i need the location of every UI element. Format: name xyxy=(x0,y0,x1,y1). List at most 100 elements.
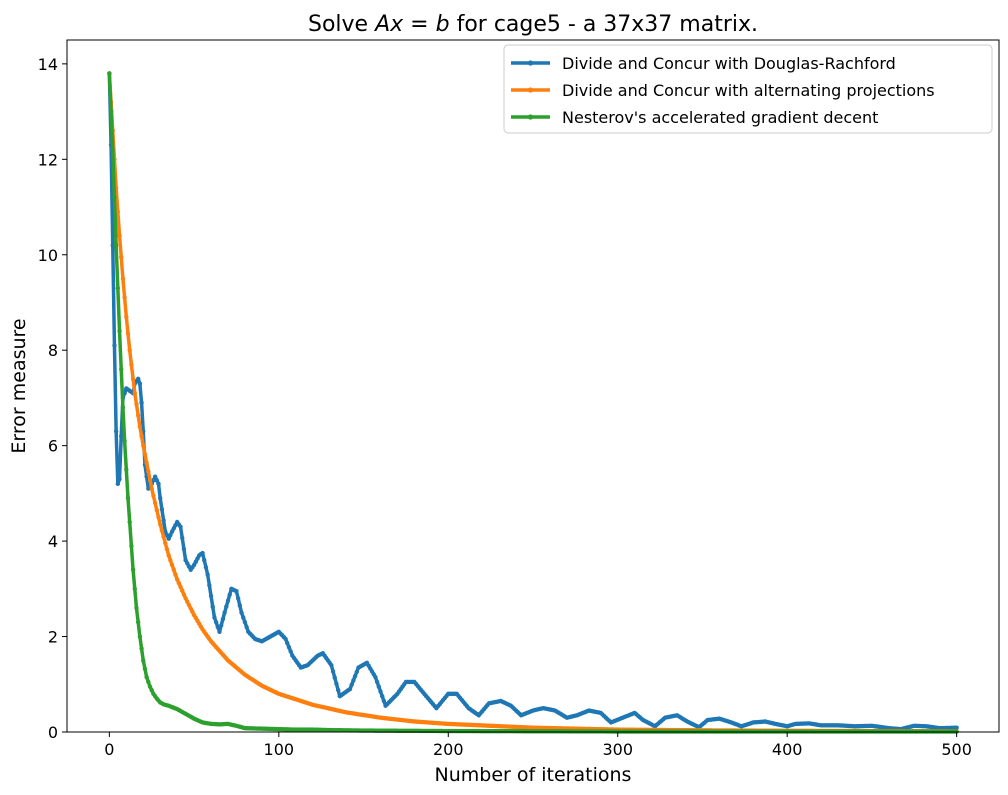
data-point xyxy=(285,640,290,646)
data-point xyxy=(373,674,378,680)
data-point xyxy=(144,460,149,466)
data-point xyxy=(203,565,209,570)
data-point xyxy=(113,243,119,248)
data-point xyxy=(149,688,154,693)
data-point xyxy=(124,314,129,319)
data-point xyxy=(117,233,122,238)
data-point xyxy=(181,592,187,597)
legend-box xyxy=(503,44,993,134)
data-point xyxy=(222,610,227,615)
data-point xyxy=(120,405,126,410)
y-axis-ticks: 0 2 4 6 8 10 12 14 xyxy=(38,55,67,742)
data-point xyxy=(376,684,381,689)
y-tick-label: 0 xyxy=(48,723,58,742)
data-point xyxy=(122,438,127,444)
legend-label: Divide and Concur with Douglas-Rachford xyxy=(562,54,896,73)
legend-swatch-marker xyxy=(527,87,534,93)
y-tick-label: 8 xyxy=(48,341,58,360)
data-point xyxy=(129,543,134,549)
data-point xyxy=(115,285,121,291)
data-point xyxy=(183,596,188,601)
data-point xyxy=(169,562,175,568)
y-tick-label: 14 xyxy=(38,55,58,74)
data-point xyxy=(119,254,124,260)
data-point xyxy=(134,605,139,611)
data-point xyxy=(137,424,143,429)
data-point xyxy=(113,429,119,434)
data-point xyxy=(208,593,214,599)
data-point xyxy=(242,620,248,625)
data-point xyxy=(178,584,183,590)
data-point xyxy=(332,675,337,680)
data-point xyxy=(200,550,205,556)
data-point xyxy=(135,413,141,418)
data-point xyxy=(124,467,129,472)
legend-label: Nesterov's accelerated gradient decent xyxy=(562,108,878,127)
data-point xyxy=(171,567,176,572)
data-point xyxy=(137,381,143,386)
data-point xyxy=(134,402,139,407)
data-point xyxy=(335,687,341,693)
data-point xyxy=(112,195,117,200)
data-point xyxy=(147,477,153,483)
data-point xyxy=(161,518,166,523)
data-point xyxy=(146,679,151,685)
y-axis-label: Error measure xyxy=(8,318,30,453)
data-point xyxy=(174,577,180,582)
data-point xyxy=(120,276,126,281)
data-point xyxy=(330,669,336,674)
data-point xyxy=(954,725,959,730)
data-point xyxy=(163,540,168,546)
data-point xyxy=(132,586,137,592)
data-point xyxy=(161,534,166,540)
data-point xyxy=(168,557,173,563)
data-point xyxy=(168,532,173,538)
data-point xyxy=(181,546,187,552)
legend-label: Divide and Concur with alternating proje… xyxy=(562,81,935,100)
data-point xyxy=(188,606,193,611)
data-point xyxy=(217,629,222,634)
data-point xyxy=(219,623,224,628)
y-tick-label: 4 xyxy=(48,532,58,551)
data-point xyxy=(349,682,354,687)
data-point xyxy=(158,495,163,501)
data-point xyxy=(139,646,144,651)
data-point xyxy=(159,507,165,512)
data-point xyxy=(210,604,215,609)
data-point xyxy=(239,610,244,615)
data-point xyxy=(146,469,151,474)
data-point xyxy=(334,681,339,686)
data-point xyxy=(212,615,217,620)
data-point xyxy=(151,478,156,483)
data-point xyxy=(244,624,249,630)
data-point xyxy=(142,666,148,671)
y-tick-label: 10 xyxy=(38,246,58,265)
data-point xyxy=(115,481,121,487)
data-point xyxy=(132,390,137,396)
data-point xyxy=(154,478,160,483)
data-point xyxy=(139,400,144,405)
legend: Divide and Concur with Douglas-Rachford D… xyxy=(503,44,993,134)
data-point xyxy=(110,243,115,248)
x-tick-label: 300 xyxy=(602,740,633,759)
data-point xyxy=(202,557,207,563)
data-point xyxy=(130,376,136,382)
data-point xyxy=(158,522,163,527)
data-point xyxy=(352,673,358,679)
data-point xyxy=(329,662,334,668)
data-point xyxy=(354,669,359,675)
data-point xyxy=(154,507,160,513)
data-point xyxy=(144,674,149,680)
data-point xyxy=(235,596,241,601)
data-point xyxy=(135,620,141,625)
data-point xyxy=(164,532,170,538)
x-tick-label: 200 xyxy=(433,740,464,759)
data-point xyxy=(166,536,171,541)
data-point xyxy=(220,616,226,622)
data-point xyxy=(152,500,158,506)
data-point xyxy=(205,572,210,577)
data-point xyxy=(176,580,182,586)
data-point xyxy=(129,362,134,367)
axes-frame xyxy=(66,39,1000,733)
